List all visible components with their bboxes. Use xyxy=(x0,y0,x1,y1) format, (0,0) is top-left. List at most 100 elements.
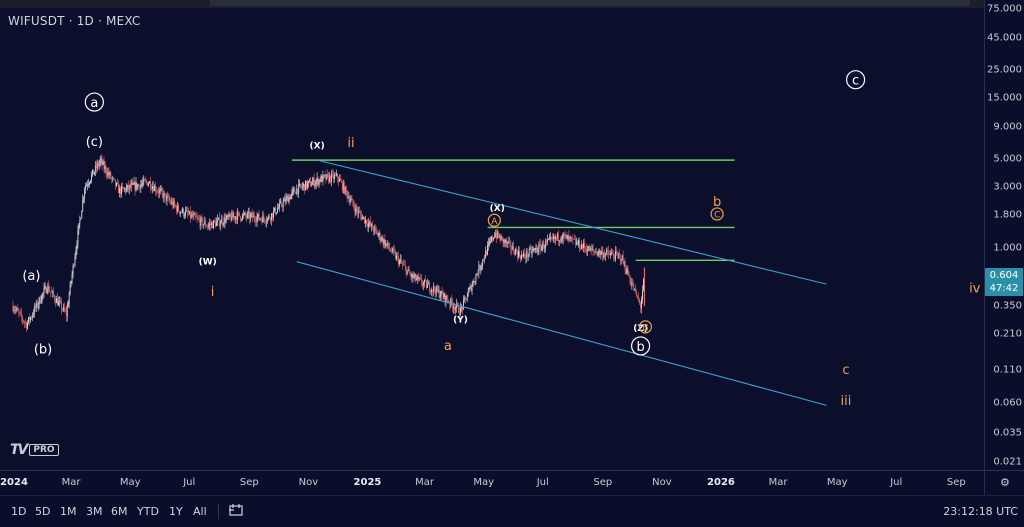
wave-label[interactable]: (W) xyxy=(199,257,217,267)
candle xyxy=(569,236,571,242)
channel-lower-line[interactable] xyxy=(296,261,827,406)
candle xyxy=(313,173,315,190)
candle xyxy=(307,179,308,191)
candle xyxy=(330,175,332,185)
candle xyxy=(326,173,328,181)
candle xyxy=(372,226,374,236)
candle xyxy=(138,183,140,186)
candle xyxy=(192,210,194,221)
wave-label[interactable]: B xyxy=(638,320,653,334)
candle xyxy=(370,222,372,232)
candle xyxy=(115,179,117,191)
candle xyxy=(127,180,129,193)
candle xyxy=(502,237,504,248)
candle xyxy=(49,286,51,293)
candle xyxy=(488,237,489,251)
timeframe-button[interactable]: 1D xyxy=(11,505,27,518)
wave-label-text: (Y) xyxy=(453,315,468,325)
candle xyxy=(531,245,533,258)
candle xyxy=(432,282,434,297)
candle xyxy=(636,289,638,298)
utc-clock[interactable]: 23:12:18 UTC xyxy=(943,505,1018,518)
candle xyxy=(632,278,634,287)
wave-label[interactable]: a xyxy=(84,92,104,112)
timeframe-button[interactable]: All xyxy=(193,505,207,518)
candle xyxy=(204,216,206,225)
wave-label[interactable]: (X) xyxy=(310,141,325,151)
candle xyxy=(369,215,371,228)
candle xyxy=(286,194,288,201)
candle xyxy=(168,193,170,203)
wave-label[interactable]: b xyxy=(713,195,721,210)
candle xyxy=(180,211,181,217)
timeframe-button[interactable]: 1Y xyxy=(169,505,183,518)
wave-label[interactable]: (b) xyxy=(34,342,52,357)
candle xyxy=(570,235,572,242)
candle xyxy=(58,296,59,306)
wave-label[interactable]: C xyxy=(710,207,724,221)
candle xyxy=(513,240,515,255)
timeframe-button[interactable]: YTD xyxy=(137,505,159,518)
candle xyxy=(173,197,175,209)
wave-label[interactable]: (Y) xyxy=(453,315,468,325)
candle xyxy=(522,249,524,259)
wave-label[interactable]: i xyxy=(211,285,215,300)
candle xyxy=(392,247,394,254)
candle xyxy=(343,180,345,195)
candle xyxy=(209,218,211,231)
candle xyxy=(471,281,473,296)
candle xyxy=(556,232,558,241)
wave-label[interactable]: c xyxy=(845,70,866,90)
candle xyxy=(524,253,526,264)
candle xyxy=(148,181,149,187)
price-chart[interactable]: a(c)(a)(b)(W)i(X) ii(Y)a(X)AbC(Z)Bbcciiii… xyxy=(0,0,984,470)
wave-label[interactable]: iii xyxy=(840,394,851,409)
wave-label[interactable]: b xyxy=(630,336,651,356)
timeframe-button[interactable]: 5D xyxy=(35,505,51,518)
price-axis[interactable]: 75.000 45.000 25.000 15.000 9.000 5.000 3.000 1… xyxy=(984,0,1024,470)
wave-label[interactable]: c xyxy=(842,363,849,378)
wave-label[interactable]: (c) xyxy=(86,135,103,150)
candle xyxy=(545,238,547,253)
candle xyxy=(102,159,104,166)
candle xyxy=(610,250,611,259)
candle xyxy=(111,176,113,184)
candle xyxy=(511,245,513,256)
channel-upper-line[interactable] xyxy=(316,159,827,285)
candle xyxy=(417,274,419,284)
candle xyxy=(275,205,276,216)
candle xyxy=(197,214,199,220)
settings-gear-icon[interactable]: ⚙ xyxy=(1000,476,1010,489)
compare-icon[interactable] xyxy=(228,503,244,517)
chart-plot-area[interactable] xyxy=(0,8,984,470)
timeframe-button[interactable]: 1M xyxy=(60,505,77,518)
candle xyxy=(557,230,559,247)
candle xyxy=(260,216,262,222)
symbol-title[interactable]: WIFUSDT · 1D · MEXC xyxy=(8,14,141,28)
timeframe-button[interactable]: 3M xyxy=(86,505,103,518)
wave-label[interactable]: a xyxy=(444,339,452,354)
candle xyxy=(253,210,255,223)
candle xyxy=(439,290,441,301)
candle xyxy=(609,250,610,256)
candle xyxy=(358,206,360,219)
candle xyxy=(633,281,635,292)
candle xyxy=(235,215,237,224)
wave-label[interactable]: A xyxy=(487,213,501,227)
wave-label[interactable]: (Z) xyxy=(633,324,648,334)
candle xyxy=(616,250,618,259)
candle xyxy=(366,219,367,227)
candle xyxy=(191,210,193,218)
time-axis[interactable]: 2024 Mar May Jul Sep Nov 2025 Mar May Jul Sep Nov 20… xyxy=(0,470,984,495)
candle xyxy=(561,234,563,243)
axis-settings[interactable]: ⚙ xyxy=(984,470,1024,495)
wave-label[interactable]: ii xyxy=(347,136,354,151)
candle xyxy=(45,284,47,294)
candle xyxy=(130,179,132,192)
wave-label[interactable]: (X) xyxy=(490,204,505,214)
timeframe-button[interactable]: 6M xyxy=(111,505,128,518)
candle xyxy=(54,294,56,304)
wave-label[interactable]: iv xyxy=(969,282,981,297)
candle xyxy=(565,234,567,239)
wave-label[interactable]: (a) xyxy=(22,269,40,284)
